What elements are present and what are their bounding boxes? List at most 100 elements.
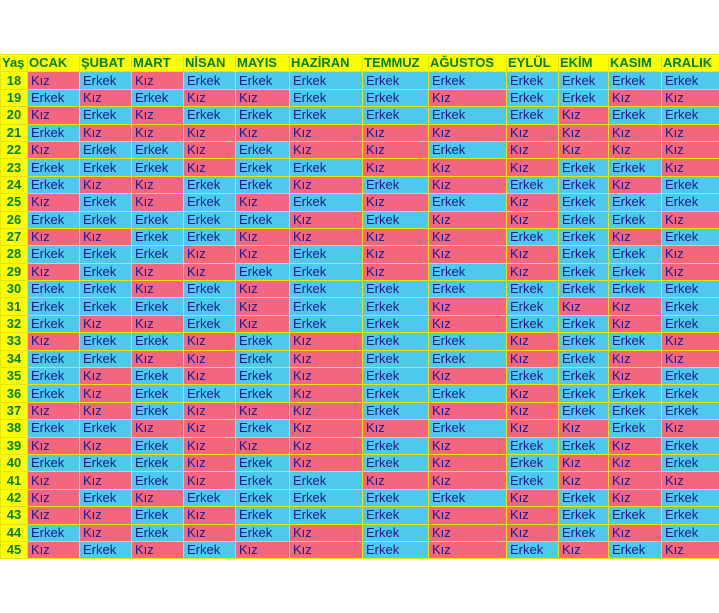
kiz-cell: Kız: [558, 140, 609, 160]
erkek-cell: Erkek: [362, 488, 429, 508]
kiz-cell: Kız: [428, 123, 507, 142]
erkek-cell: Erkek: [506, 280, 559, 299]
table-row: 33 Kız Erkek Erkek Kız Erkek Kız Erkek Erkek Kız E…: [0, 332, 719, 351]
erkek-cell: Erkek: [661, 488, 719, 508]
kiz-cell: Kız: [608, 436, 662, 455]
table-row: 22 Kız Erkek Erkek Kız Erkek Kız Kız Erkek Kız Kız…: [0, 140, 719, 160]
erkek-cell: Erkek: [428, 384, 507, 403]
header-age: Yaş: [0, 53, 28, 73]
kiz-cell: Kız: [608, 453, 662, 473]
erkek-cell: Erkek: [428, 349, 507, 369]
age-cell: 31: [0, 297, 28, 316]
kiz-cell: Kız: [183, 262, 236, 282]
erkek-cell: Erkek: [558, 332, 609, 351]
kiz-cell: Kız: [506, 401, 559, 421]
kiz-cell: Kız: [79, 175, 132, 195]
table-row: 21 Erkek Kız Kız Kız Kız Kız Kız Kız Kız Kız Kız Kız: [0, 123, 719, 142]
table-row: 36 Erkek Kız Erkek Erkek Erkek Kız Erkek Erkek Kı…: [0, 384, 719, 403]
erkek-cell: Erkek: [27, 158, 80, 177]
erkek-cell: Erkek: [235, 367, 290, 386]
erkek-cell: Erkek: [235, 106, 290, 125]
table-row: 28 Erkek Erkek Erkek Kız Kız Erkek Kız Kız Kız Erk…: [0, 245, 719, 264]
age-cell: 25: [0, 193, 28, 212]
erkek-cell: Erkek: [235, 384, 290, 403]
kiz-cell: Kız: [289, 175, 363, 195]
kiz-cell: Kız: [27, 506, 80, 525]
kiz-cell: Kız: [131, 262, 184, 282]
erkek-cell: Erkek: [27, 245, 80, 264]
erkek-cell: Erkek: [428, 193, 507, 212]
kiz-cell: Kız: [289, 332, 363, 351]
kiz-cell: Kız: [235, 314, 290, 334]
erkek-cell: Erkek: [27, 88, 80, 108]
header-month: TEMMUZ: [362, 53, 429, 73]
erkek-cell: Erkek: [661, 436, 719, 455]
erkek-cell: Erkek: [558, 488, 609, 508]
header-month: KASIM: [608, 53, 662, 73]
table-row: 19 Erkek Kız Erkek Kız Kız Erkek Erkek Kız Erkek E…: [0, 88, 719, 108]
erkek-cell: Erkek: [608, 332, 662, 351]
kiz-cell: Kız: [506, 140, 559, 160]
erkek-cell: Erkek: [235, 453, 290, 473]
kiz-cell: Kız: [131, 488, 184, 508]
erkek-cell: Erkek: [131, 384, 184, 403]
table-row: 45 Kız Erkek Kız Erkek Kız Kız Erkek Kız Erkek Kız…: [0, 540, 719, 560]
kiz-cell: Kız: [506, 332, 559, 351]
erkek-cell: Erkek: [289, 193, 363, 212]
kiz-cell: Kız: [131, 349, 184, 369]
kiz-cell: Kız: [661, 158, 719, 177]
erkek-cell: Erkek: [27, 314, 80, 334]
kiz-cell: Kız: [558, 540, 609, 560]
kiz-cell: Kız: [506, 419, 559, 438]
kiz-cell: Kız: [661, 88, 719, 108]
erkek-cell: Erkek: [183, 540, 236, 560]
erkek-cell: Erkek: [79, 297, 132, 316]
erkek-cell: Erkek: [235, 175, 290, 195]
kiz-cell: Kız: [506, 349, 559, 369]
age-cell: 28: [0, 245, 28, 264]
erkek-cell: Erkek: [661, 401, 719, 421]
kiz-cell: Kız: [661, 540, 719, 560]
erkek-cell: Erkek: [131, 140, 184, 160]
kiz-cell: Kız: [428, 297, 507, 316]
table-row: 41 Kız Kız Erkek Kız Erkek Erkek Kız Kız Erkek Kız…: [0, 471, 719, 490]
kiz-cell: Kız: [558, 453, 609, 473]
erkek-cell: Erkek: [558, 436, 609, 455]
kiz-cell: Kız: [27, 262, 80, 282]
kiz-cell: Kız: [558, 419, 609, 438]
kiz-cell: Kız: [289, 523, 363, 542]
table-row: 35 Erkek Kız Erkek Kız Erkek Kız Erkek Kız Erkek E…: [0, 367, 719, 386]
kiz-cell: Kız: [235, 401, 290, 421]
kiz-cell: Kız: [608, 367, 662, 386]
kiz-cell: Kız: [506, 488, 559, 508]
kiz-cell: Kız: [79, 436, 132, 455]
erkek-cell: Erkek: [27, 175, 80, 195]
erkek-cell: Erkek: [79, 453, 132, 473]
table-row: 29 Kız Erkek Kız Kız Erkek Erkek Kız Erkek Kız Erk…: [0, 262, 719, 282]
kiz-cell: Kız: [428, 401, 507, 421]
kiz-cell: Kız: [183, 453, 236, 473]
erkek-cell: Erkek: [506, 436, 559, 455]
erkek-cell: Erkek: [131, 227, 184, 247]
kiz-cell: Kız: [289, 453, 363, 473]
erkek-cell: Erkek: [661, 71, 719, 90]
table-row: 24 Erkek Kız Kız Erkek Erkek Kız Erkek Kız Erkek E…: [0, 175, 719, 195]
erkek-cell: Erkek: [131, 436, 184, 455]
kiz-cell: Kız: [79, 506, 132, 525]
kiz-cell: Kız: [289, 419, 363, 438]
header-month: MART: [131, 53, 184, 73]
erkek-cell: Erkek: [235, 506, 290, 525]
kiz-cell: Kız: [289, 367, 363, 386]
kiz-cell: Kız: [27, 71, 80, 90]
kiz-cell: Kız: [506, 506, 559, 525]
table-row: 43 Kız Kız Erkek Kız Erkek Erkek Erkek Kız Kız Erk…: [0, 506, 719, 525]
erkek-cell: Erkek: [131, 245, 184, 264]
erkek-cell: Erkek: [362, 506, 429, 525]
erkek-cell: Erkek: [362, 436, 429, 455]
age-cell: 34: [0, 349, 28, 369]
kiz-cell: Kız: [235, 193, 290, 212]
erkek-cell: Erkek: [362, 453, 429, 473]
age-cell: 42: [0, 488, 28, 508]
erkek-cell: Erkek: [506, 314, 559, 334]
erkek-cell: Erkek: [362, 349, 429, 369]
